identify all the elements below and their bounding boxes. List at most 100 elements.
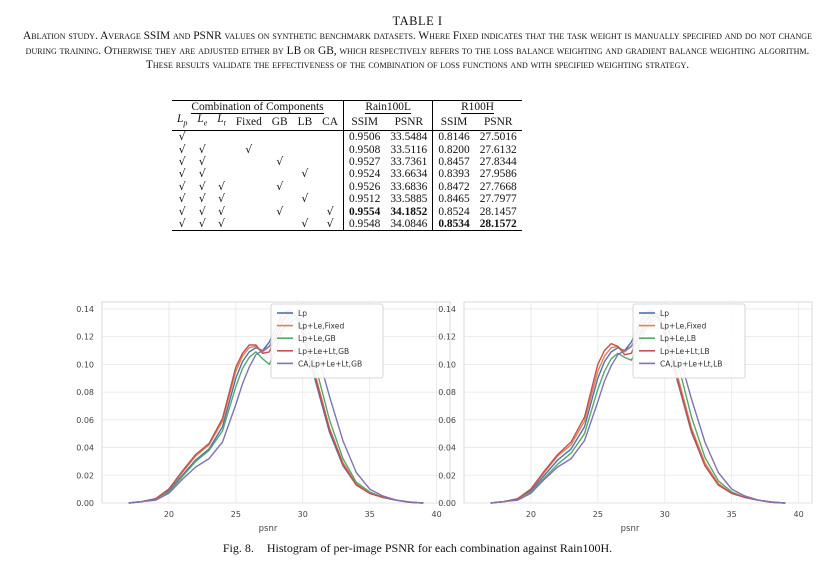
x-tick-label: 35 [727, 510, 737, 519]
table-cell-lp: √ [172, 217, 193, 232]
table-row: √ √ √ √ 0.9526 33.6836 0.8472 27.7668 [172, 179, 522, 194]
col-header-ca: CA [322, 115, 338, 128]
table-cell-ca [317, 181, 343, 193]
table-cell-gb: √ [276, 154, 284, 168]
y-tick-label: 0.08 [438, 388, 456, 397]
table-row: √ √ √ 0.9508 33.5116 0.8200 27.6132 [172, 142, 522, 156]
table-cell-lp: √ [178, 154, 186, 168]
y-tick-label: 0.10 [438, 360, 456, 369]
table-row: √ √ √ 0.9527 33.7361 0.8457 27.8344 [172, 154, 522, 169]
figure-label: Fig. 8. [222, 541, 254, 555]
table-cell-ssim-h: 0.8393 [432, 168, 475, 181]
table-cell-ssim-l: 0.9554 [343, 205, 386, 218]
table-number: TABLE I [392, 14, 443, 28]
legend-box [270, 303, 384, 379]
legend-label: Lp [298, 309, 307, 318]
x-tick-label: 25 [593, 510, 603, 519]
table-cell-fixed [231, 156, 267, 168]
x-axis-label: psnr [259, 524, 278, 534]
col-header-gb: GB [271, 115, 288, 128]
legend-label: Lp+Le,Fixed [660, 322, 706, 331]
figure-caption-text: Histogram of per-image PSNR for each com… [266, 541, 613, 555]
table-cell-psnr-l: 33.6634 [390, 168, 428, 181]
table-cell-ca: √ [317, 217, 344, 232]
x-tick-label: 20 [164, 510, 174, 519]
legend-label: Lp [660, 309, 669, 318]
x-tick-label: 30 [660, 510, 670, 519]
table-row: √ √ √ √ √ 0.9554 34.1852 0.8524 28.1457 [172, 204, 522, 218]
psnr-histogram-lb: 20 25 30 35 40 0.00 0.02 0.04 0.06 0.08 0.10 0.12 0.… [438, 301, 813, 534]
col-header-fixed: Fixed [235, 115, 262, 128]
table-cell-psnr-l: 33.7361 [390, 155, 428, 168]
table-cell-ca: √ [326, 204, 334, 218]
table-cell-lt [212, 156, 231, 168]
figure-caption: Fig. 8. Histogram of per-image PSNR for … [0, 541, 835, 556]
table-cell-psnr-l: 33.6836 [390, 180, 428, 193]
table-cell-lp: √ [178, 142, 186, 156]
x-axis-label: psnr [621, 524, 640, 534]
y-tick-label: 0.04 [76, 444, 94, 453]
table-cell-fixed [230, 217, 267, 232]
table-cell-lb: √ [301, 192, 309, 206]
table-row: √ √ √ √ √ 0.9548 34.0846 0.8534 28.1572 [172, 217, 522, 232]
x-tick-label: 40 [432, 510, 442, 519]
table-cell-ssim-h: 0.8457 [432, 155, 475, 169]
ablation-table: Combination of Components Rain100L R100H… [172, 100, 522, 232]
table-cell-psnr-h: 27.7977 [479, 193, 517, 206]
table-cell-lt: √ [212, 217, 231, 232]
table-cell-fixed [231, 193, 267, 205]
table-cell-gb: √ [276, 204, 284, 218]
table-cell-fixed: √ [245, 142, 253, 156]
table-cell-psnr-l: 33.5484 [385, 130, 433, 144]
table-cell-ssim-l: 0.9512 [343, 193, 386, 206]
group-header-rain100l: Rain100L [342, 100, 433, 114]
legend-box [632, 303, 746, 379]
table-group-header-row: Combination of Components Rain100L R100H [172, 100, 522, 114]
x-tick-label: 35 [365, 510, 375, 519]
table-cell-lb [292, 130, 318, 144]
col-header-lp: Lp [177, 113, 188, 128]
table-row: √ √ √ 0.9524 33.6634 0.8393 27.9586 [172, 167, 522, 181]
table-cell-ca [317, 168, 343, 180]
table-cell-ssim-l: 0.9508 [343, 143, 386, 156]
col-header-ssim-h: SSIM [432, 113, 475, 131]
legend-label: CA,Lp+Le+Lt,GB [298, 359, 362, 368]
table-cell-gb [267, 193, 293, 205]
table-cell-lb: √ [292, 217, 318, 232]
col-header-le: Le [197, 113, 208, 128]
table-cell-ssim-l: 0.9548 [343, 217, 386, 232]
table-cell-lt [212, 168, 231, 180]
group-header-r100h: R100H [432, 100, 522, 114]
y-tick-label: 0.02 [438, 471, 456, 480]
x-tick-label: 30 [298, 510, 308, 519]
table-cell-lt [212, 144, 231, 156]
table-cell-psnr-l: 34.0846 [385, 217, 433, 232]
y-tick-label: 0.12 [438, 333, 456, 342]
table-cell-le [192, 130, 213, 144]
y-tick-label: 0.06 [438, 416, 456, 425]
y-tick-label: 0.10 [76, 360, 94, 369]
table-cell-ssim-l: 0.9524 [343, 168, 386, 181]
table-cell-le: √ [198, 154, 206, 168]
table-cell-ssim-l: 0.9506 [343, 130, 386, 144]
table-cell-psnr-h: 27.7668 [479, 180, 517, 193]
y-tick-label: 0.12 [76, 333, 94, 342]
legend-label: Lp+Le,GB [298, 334, 336, 343]
table-cell-lt [212, 130, 231, 144]
table-cell-lp: √ [178, 167, 186, 181]
y-tick-label: 0.08 [76, 388, 94, 397]
x-tick-label: 20 [526, 510, 536, 519]
table-cell-le: √ [198, 179, 206, 193]
table-cell-psnr-h: 27.6132 [479, 143, 517, 156]
table-cell-fixed [231, 206, 267, 218]
y-tick-label: 0.06 [76, 416, 94, 425]
table-cell-fixed [231, 168, 267, 180]
y-tick-label: 0.14 [438, 305, 456, 314]
table-cell-ca [317, 144, 343, 156]
table-cell-psnr-h: 28.1457 [479, 205, 517, 218]
table-cell-ssim-h: 0.8146 [432, 130, 475, 144]
table-cell-ca [317, 130, 344, 144]
table-cell-fixed [230, 130, 267, 144]
table-cell-le: √ [198, 142, 206, 156]
table-cell-psnr-h: 27.5016 [474, 130, 522, 144]
